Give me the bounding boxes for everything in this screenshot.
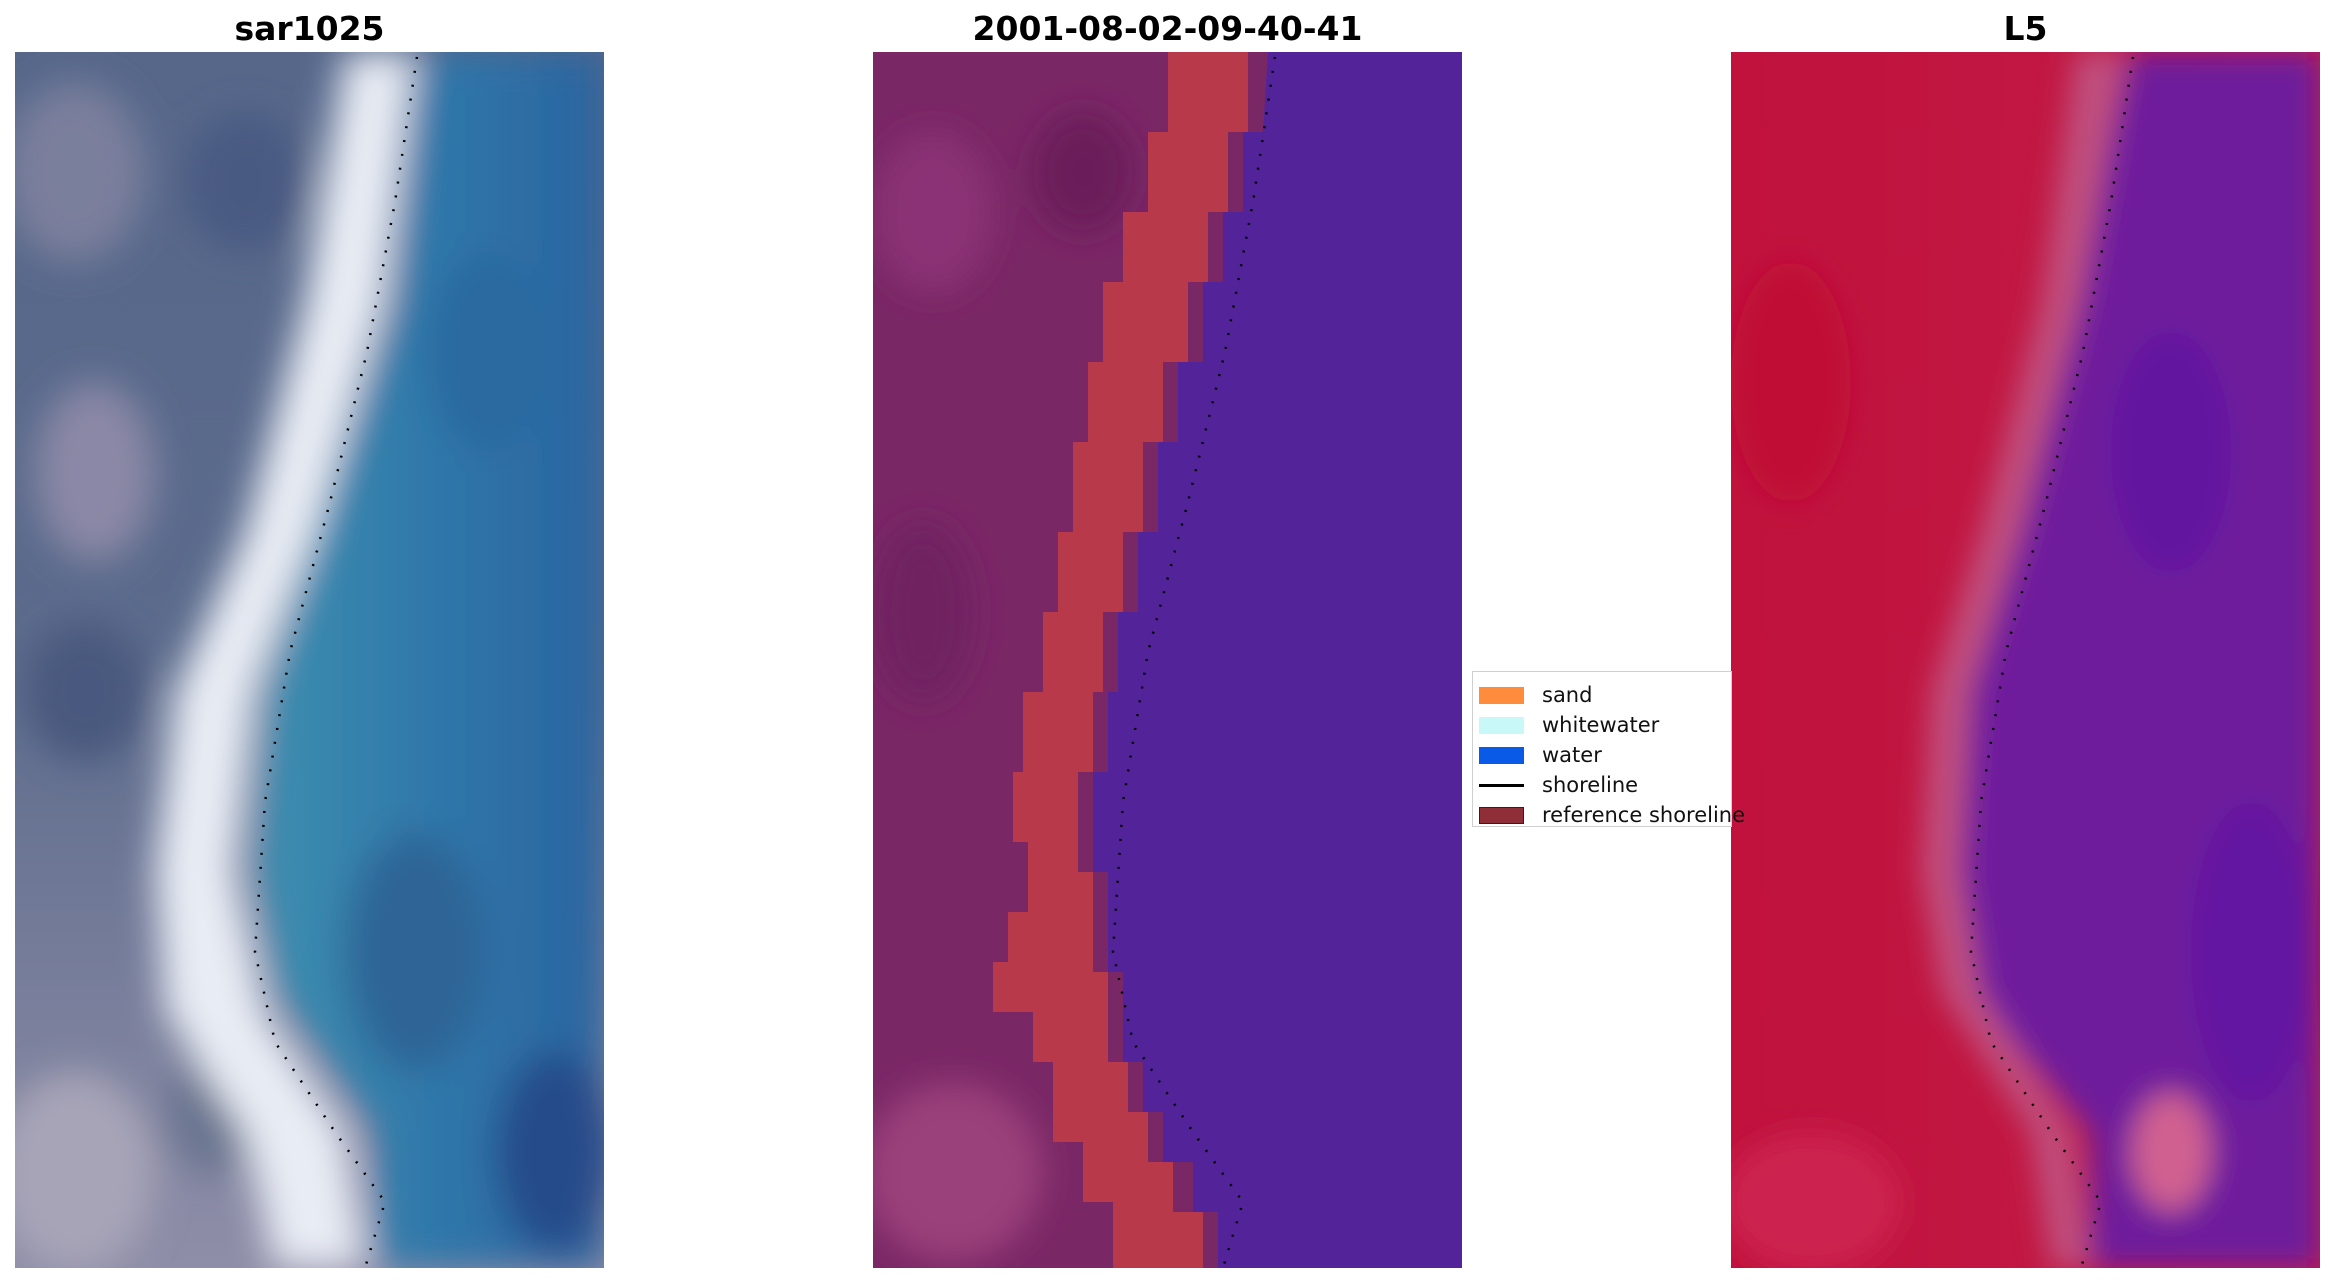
class-water: [1093, 52, 1462, 1268]
legend-label-shoreline: shoreline: [1542, 773, 1639, 797]
panel-title-l5: L5: [2003, 9, 2048, 48]
legend-label-whitewater: whitewater: [1542, 713, 1660, 737]
legend-swatch-sand: [1479, 686, 1524, 704]
classification-image: [873, 52, 1462, 1268]
legend-item-shoreline: shoreline: [1479, 772, 1638, 798]
class-band: [993, 52, 1248, 1268]
legend-item-whitewater: whitewater: [1479, 712, 1659, 738]
legend-item-water: water: [1479, 742, 1602, 768]
index-panel: [1731, 52, 2320, 1268]
legend: sand whitewater water shoreline referenc…: [1472, 671, 1745, 827]
legend-line-shoreline: [1479, 783, 1524, 787]
legend-item-sand: sand: [1479, 682, 1592, 708]
rgb-image-panel: [15, 52, 604, 1268]
index-image: [1731, 52, 2320, 1268]
legend-swatch-whitewater: [1479, 716, 1524, 734]
legend-label-reference-shoreline: reference shoreline: [1542, 803, 1746, 827]
legend-swatch-reference-shoreline: [1479, 806, 1524, 824]
legend-label-water: water: [1542, 743, 1602, 767]
classification-panel: [873, 52, 1462, 1268]
panel-title-date: 2001-08-02-09-40-41: [972, 9, 1363, 48]
beach-band: [155, 52, 415, 1268]
panel-title-sar1025: sar1025: [234, 9, 385, 48]
legend-item-reference-shoreline: reference shoreline: [1479, 802, 1745, 828]
legend-swatch-water: [1479, 746, 1524, 764]
rgb-image: [15, 52, 604, 1268]
legend-label-sand: sand: [1542, 683, 1593, 707]
